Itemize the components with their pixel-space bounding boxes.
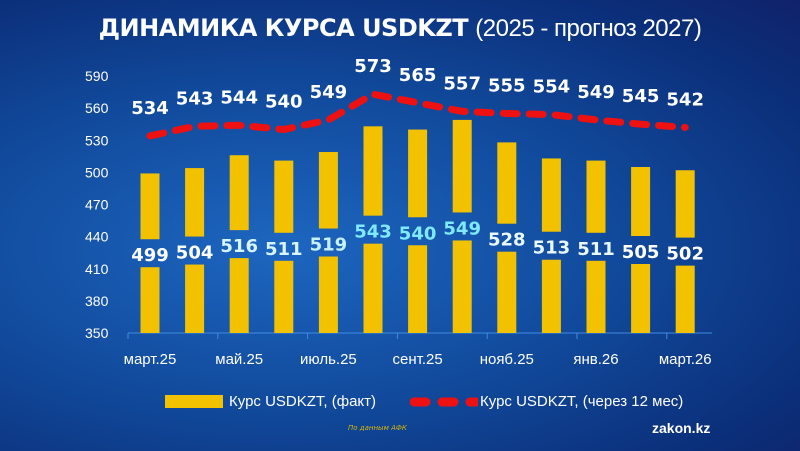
y-tick-label: 410 [85, 261, 109, 277]
bar-lower [363, 243, 383, 333]
y-tick-label: 470 [85, 197, 109, 213]
forecast-value-label: 542 [666, 89, 704, 110]
forecast-value-label: 557 [443, 73, 481, 94]
bar-value-label: 516 [220, 236, 258, 257]
x-tick-label: март.26 [659, 351, 712, 368]
bar-upper [408, 129, 428, 218]
bar-upper [363, 126, 383, 216]
bar-value-label: 513 [533, 238, 571, 259]
bar-upper [185, 168, 205, 237]
bar-upper [586, 160, 606, 233]
forecast-value-label: 565 [399, 65, 437, 86]
legend-swatch-dashed-line [410, 397, 478, 406]
bar-value-label: 502 [666, 244, 704, 265]
y-tick-label: 380 [85, 293, 109, 309]
zakon-logo: zakon.kz [652, 420, 711, 436]
y-tick-label: 500 [85, 164, 109, 180]
bar-value-label: 511 [577, 239, 615, 260]
bar-value-label: 504 [176, 243, 214, 264]
bar-upper [675, 170, 695, 238]
forecast-value-label: 555 [488, 75, 526, 96]
bar-value-label: 499 [131, 245, 169, 266]
bar-value-label: 543 [354, 222, 392, 243]
bar-lower [675, 265, 695, 333]
title-bold: ДИНАМИКА КУРСА USDKZT [98, 14, 469, 42]
forecast-value-label: 545 [622, 86, 660, 107]
x-tick-label: июль.25 [300, 351, 357, 368]
bar-upper [631, 167, 651, 237]
forecast-value-label: 554 [533, 77, 571, 98]
title-subtitle: (2025 - прогноз 2027) [475, 15, 702, 42]
bar-lower [541, 259, 561, 333]
bar-lower [631, 264, 651, 333]
legend-label-forecast: Курс USDKZT, (через 12 мес) [480, 393, 684, 410]
bar-value-label: 511 [265, 239, 303, 260]
bar-upper [318, 152, 338, 229]
forecast-value-label: 534 [131, 98, 169, 119]
bar-upper [452, 119, 472, 213]
forecast-value-label: 543 [176, 88, 214, 109]
bar-upper [541, 158, 561, 232]
y-tick-label: 560 [85, 100, 109, 116]
bar-lower [185, 264, 205, 333]
legend-swatch-bar [165, 395, 223, 408]
bar-value-label: 519 [310, 235, 348, 256]
bar-lower [229, 258, 249, 333]
forecast-value-label: 540 [265, 92, 303, 113]
source-note: По данным АФК [348, 424, 407, 432]
bar-value-label: 505 [622, 242, 660, 263]
bar-upper [229, 155, 249, 231]
bar-lower [452, 240, 472, 333]
x-tick-label: нояб.25 [480, 351, 534, 368]
bar-upper [140, 173, 160, 240]
y-tick-label: 440 [85, 229, 109, 245]
bar-value-label: 549 [443, 218, 481, 239]
chart-title: ДИНАМИКА КУРСА USDKZT (2025 - прогноз 20… [0, 14, 800, 43]
y-tick-label: 530 [85, 132, 109, 148]
bar-upper [497, 142, 517, 224]
bar-lower [318, 256, 338, 333]
x-tick-label: янв.26 [573, 351, 618, 368]
x-tick-label: сент.25 [393, 351, 443, 368]
bar-lower [408, 245, 428, 333]
bar-lower [586, 260, 606, 333]
bar-upper [274, 160, 294, 233]
legend-label-fact: Курс USDKZT, (факт) [229, 393, 377, 410]
forecast-value-label: 573 [354, 56, 392, 77]
legend-item-forecast: Курс USDKZT, (через 12 мес) [410, 393, 683, 410]
bar-value-label: 540 [399, 223, 437, 244]
forecast-value-label: 549 [310, 82, 348, 103]
forecast-line [146, 90, 689, 140]
legend-item-fact: Курс USDKZT, (факт) [165, 393, 376, 410]
y-tick-label: 590 [85, 68, 109, 84]
forecast-value-label: 544 [220, 87, 258, 108]
forecast-value-label: 549 [577, 82, 615, 103]
bar-lower [140, 267, 160, 333]
bar-lower [274, 260, 294, 333]
x-tick-label: май.25 [215, 351, 263, 368]
x-tick-label: март.25 [124, 351, 177, 368]
bar-value-label: 528 [488, 230, 526, 251]
bar-lower [497, 251, 517, 333]
y-tick-label: 350 [85, 325, 109, 341]
